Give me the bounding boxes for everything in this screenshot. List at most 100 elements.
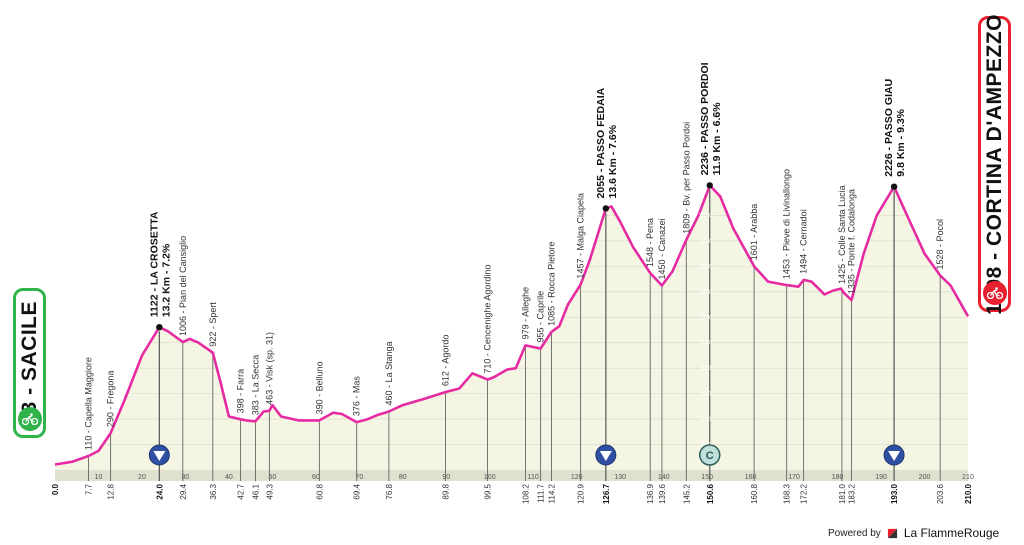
km-label: 160.8 (750, 483, 759, 504)
km-label: 36.3 (209, 483, 218, 499)
km-label: 69.4 (353, 483, 362, 499)
distance-tick-label: 110 (528, 474, 539, 481)
distance-tick-label: 60 (312, 474, 320, 481)
waypoint-label: 460 - La Stanga (384, 341, 394, 405)
waypoint-climb-stats: 9.8 Km - 9.3% (895, 108, 907, 176)
waypoint-label: 1548 - Pena (645, 218, 655, 267)
start-cyclist-icon (17, 407, 42, 431)
km-label: 139.6 (658, 483, 667, 504)
waypoint-label: 612 - Agordo (440, 335, 450, 387)
km-label: 99.5 (484, 483, 493, 499)
distance-tick-label: 160 (745, 474, 757, 481)
km-label: 183.2 (847, 483, 856, 504)
km-label: 168.3 (783, 483, 792, 504)
distance-tick-label: 50 (268, 474, 276, 481)
distance-tick-label: 130 (614, 474, 626, 481)
km-stripe (55, 470, 968, 481)
waypoint-label: 955 - Caprile (536, 291, 546, 343)
altitude-tick-label: 400 (701, 417, 712, 423)
km-label: 181.0 (838, 483, 847, 504)
km-label: 203.6 (936, 483, 945, 504)
waypoint-label: 390 - Belluno (314, 361, 324, 414)
distance-tick-label: 80 (399, 474, 407, 481)
profile-line (54, 184, 970, 466)
altitude-tick-label: 1000 (699, 341, 713, 347)
waypoint-label: 1457 - Malga Ciapela (576, 193, 586, 279)
km-label: 29.4 (179, 483, 188, 499)
distance-tick-label: 40 (225, 474, 233, 481)
waypoint-label: 1809 - Bv. per Passo Pordoi (681, 122, 691, 234)
distance-tick-label: 120 (571, 474, 583, 481)
altitude-tick-label: 2000 (699, 213, 713, 219)
distance-tick-label: 170 (788, 474, 800, 481)
summit-dot (156, 324, 163, 331)
waypoint-climb-stats: 11.9 Km - 6.6% (711, 102, 723, 176)
waypoint-title: 2226 - PASSO GIAU (883, 79, 895, 177)
km-label: 12.8 (107, 483, 116, 499)
waypoint-label: 1453 - Pieve di Livinallongo (782, 169, 792, 279)
flamme-rouge-logo-icon (887, 528, 897, 538)
distance-tick-label: 150 (701, 474, 713, 481)
climb-markers: 200400600800100012001400160018002000C (148, 213, 905, 466)
kom-triangle-glyph (888, 451, 901, 461)
altitude-tick-label: 1600 (699, 264, 713, 270)
waypoint-label: 922 - Spert (208, 302, 218, 347)
waypoint-title: 1122 - LA CROSETTA (148, 211, 160, 317)
distance-tick-label: 10 (95, 474, 103, 481)
distance-tick-label: 140 (658, 474, 670, 481)
waypoint-labels: 110 - Capella Maggiore 290 - Fregona 1122 … (83, 62, 945, 450)
distance-tick-label: 70 (355, 474, 363, 481)
distance-tick-label: 90 (442, 474, 450, 481)
km-label: 60.8 (315, 483, 324, 499)
km-label: 7.7 (84, 483, 93, 495)
distance-tick-label: 210 (962, 474, 974, 481)
waypoint-label: 1528 - Pocol (935, 219, 945, 270)
km-labels: 0.0 7.7 12.8 24.0 29.4 36.3 42.7 46.1 49.3 60.8 69… (51, 483, 973, 504)
km-label: 136.9 (646, 483, 655, 504)
distance-tick-label: 30 (182, 474, 190, 481)
cima-coppi-icon (699, 444, 721, 466)
profile-background (55, 470, 968, 481)
waypoint-label: 1494 - Cernadoi (799, 209, 809, 274)
waypoint-label: 1450 - Canazei (657, 218, 667, 279)
distance-tick-label: 180 (832, 474, 844, 481)
finish-cyclist-icon (982, 281, 1007, 305)
waypoint-title: 2236 - PASSO PORDOI (699, 62, 711, 175)
km-label: 111.7 (537, 483, 546, 502)
start-panel: 43 - SACILE (13, 288, 46, 438)
altitude-tick-label: 1400 (699, 290, 713, 296)
waypoint-leaders (88, 189, 941, 481)
kom-triangle-glyph (599, 451, 612, 461)
distance-tick-label: 100 (484, 474, 496, 481)
credit: Powered by La FlammeRouge (828, 524, 999, 542)
profile-path (54, 184, 970, 466)
finish-panel: 1208 - CORTINA D'AMPEZZO (978, 14, 1011, 314)
summit-dot (602, 205, 610, 212)
waypoint-label: 290 - Fregona (106, 371, 116, 428)
waypoint-label: 383 - La Secca (250, 355, 260, 416)
summit-dots (156, 182, 898, 331)
summit-dot (706, 182, 713, 189)
waypoint-climb-stats: 13.6 Km - 7.6% (607, 124, 619, 198)
waypoint-label: 463 - Visk (sp. 31) (264, 332, 274, 405)
waypoint-label: 376 - Mas (352, 376, 362, 417)
km-label: 108.2 (521, 483, 530, 504)
credit-powered: Powered by (828, 527, 881, 539)
altitude-tick-label: 800 (701, 366, 712, 372)
altitude-tick-label: 600 (701, 392, 712, 398)
km-label: 24.0 (155, 483, 164, 499)
km-label: 49.3 (265, 483, 274, 499)
waypoint-label: 1601 - Arabba (749, 204, 759, 261)
km-label: 210.0 (964, 483, 973, 504)
distance-tick-label: 190 (875, 474, 887, 481)
waypoint-label: 710 - Cencenighe Agordino (483, 265, 493, 374)
km-label: 46.1 (251, 483, 260, 499)
km-label: 114.2 (547, 483, 556, 503)
profile-fill (55, 185, 968, 470)
km-label: 126.7 (602, 483, 611, 504)
km-label: 145.2 (682, 483, 691, 504)
km-label: 172.2 (800, 483, 809, 504)
waypoint-label: 1425 - Colle Santa Lucia (837, 185, 847, 284)
km-label: 42.7 (237, 483, 246, 499)
